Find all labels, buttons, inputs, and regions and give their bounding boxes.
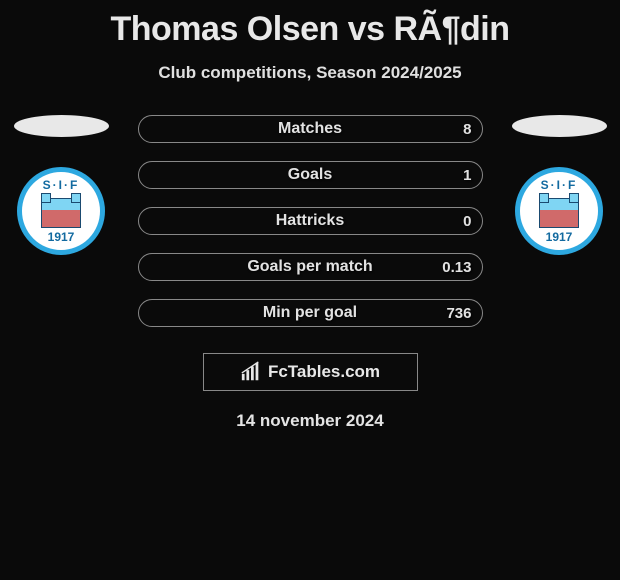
site-attribution: FcTables.com (203, 353, 418, 391)
stat-value-right: 1 (463, 167, 471, 184)
stat-row: Min per goal 736 (138, 299, 483, 327)
player-left: S·I·F 1917 (6, 115, 116, 255)
stat-row: Matches 8 (138, 115, 483, 143)
club-badge-left: S·I·F 1917 (17, 167, 105, 255)
stat-row: Goals 1 (138, 161, 483, 189)
site-name: FcTables.com (268, 362, 380, 382)
stat-value-right: 0 (463, 213, 471, 230)
player-silhouette-icon (512, 115, 607, 137)
stat-label: Goals (288, 166, 332, 184)
badge-top-text: S·I·F (43, 178, 80, 192)
badge-year: 1917 (546, 230, 573, 244)
bar-chart-icon (240, 361, 262, 383)
stat-label: Hattricks (276, 212, 344, 230)
stat-label: Matches (278, 120, 342, 138)
page-title: Thomas Olsen vs RÃ¶din (0, 0, 620, 49)
stat-label: Min per goal (263, 304, 357, 322)
stats-table: Matches 8 Goals 1 Hattricks 0 Goals per match 0… (138, 115, 483, 327)
badge-year: 1917 (48, 230, 75, 244)
stat-value-right: 736 (446, 305, 471, 322)
stat-value-right: 8 (463, 121, 471, 138)
stat-row: Hattricks 0 (138, 207, 483, 235)
date-label: 14 november 2024 (0, 411, 620, 431)
player-right: S·I·F 1917 (504, 115, 614, 255)
stat-value-right: 0.13 (442, 259, 471, 276)
stat-label: Goals per match (247, 258, 372, 276)
subtitle: Club competitions, Season 2024/2025 (0, 63, 620, 83)
castle-icon (41, 198, 81, 228)
castle-icon (539, 198, 579, 228)
badge-top-text: S·I·F (541, 178, 578, 192)
club-badge-right: S·I·F 1917 (515, 167, 603, 255)
player-silhouette-icon (14, 115, 109, 137)
comparison-content: S·I·F 1917 S·I·F 1917 Matches 8 Goals 1 Hatt… (0, 115, 620, 431)
stat-row: Goals per match 0.13 (138, 253, 483, 281)
